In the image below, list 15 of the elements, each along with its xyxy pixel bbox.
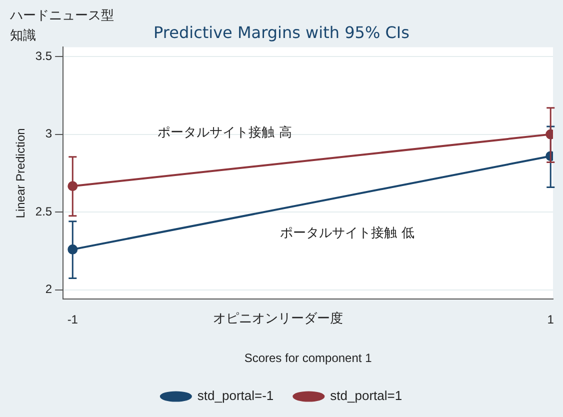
legend-label: std_portal=1 — [330, 388, 402, 404]
legend-label: std_portal=-1 — [197, 388, 274, 404]
annotation: ポータルサイト接触 低 — [280, 226, 414, 242]
y-tick-label: 2.5 — [35, 204, 52, 218]
text: ハードニュース型知識 — [9, 8, 114, 44]
y-axis-title: Linear Prediction — [14, 128, 28, 218]
y-tick-label: 2 — [45, 282, 52, 296]
annotation: ポータルサイト接触 高 — [158, 124, 292, 140]
x-tick-label: 1 — [547, 312, 554, 327]
x-axis-title: Scores for component 1 — [244, 351, 372, 366]
y-tick-label: 3.5 — [35, 48, 52, 63]
chart-title: Predictive Margins with 95% CIs — [154, 22, 410, 42]
y-tick-label: 3 — [45, 126, 52, 141]
x-tick-label: -1 — [67, 312, 78, 327]
text: オピニオンリーダー度 — [213, 310, 344, 327]
